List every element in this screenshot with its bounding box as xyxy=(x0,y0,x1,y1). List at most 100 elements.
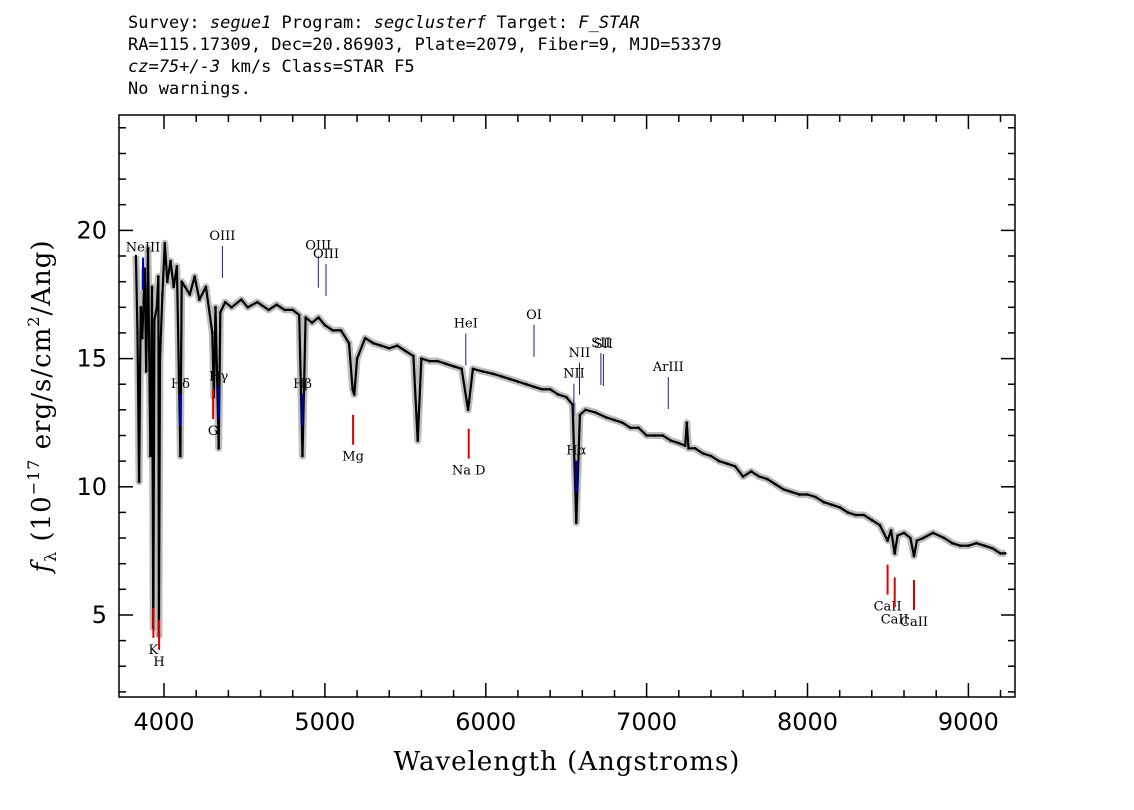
flux-segment xyxy=(416,357,423,442)
flux-segment xyxy=(524,383,536,388)
emission-line-14: SII xyxy=(594,337,613,387)
flux-segment xyxy=(481,370,495,376)
flux-segment xyxy=(983,544,994,550)
flux-segment xyxy=(388,344,399,350)
absorption-line-3: Mg xyxy=(342,414,364,465)
flux-segment xyxy=(621,421,632,429)
absorption-line-label: CaII xyxy=(900,615,928,630)
x-tick-label: 6000 xyxy=(455,708,516,736)
flux-segment xyxy=(152,319,156,629)
flux-segment xyxy=(153,306,158,322)
program-value: segclusterf xyxy=(373,13,487,33)
emission-line-label: Hα xyxy=(566,444,586,459)
flux-segment xyxy=(301,316,307,458)
emission-line-label: Hδ xyxy=(171,377,190,392)
flux-segment xyxy=(508,378,520,383)
flux-series xyxy=(134,241,1007,637)
survey-label: Survey: xyxy=(128,13,210,33)
flux-segment xyxy=(163,242,169,283)
flux-segment xyxy=(790,490,801,496)
flux-segment xyxy=(224,301,233,309)
flux-segment xyxy=(219,301,227,314)
header-line-redshift: cz=75+/-3 km/s Class=STAR F5 xyxy=(128,56,722,78)
emission-line-label: OIII xyxy=(305,239,331,254)
flux-segment xyxy=(669,439,680,445)
flux-segment xyxy=(317,316,326,327)
flux-segment xyxy=(830,503,841,509)
flux-segment xyxy=(717,460,729,465)
flux-segment xyxy=(500,375,511,381)
flux-segment xyxy=(922,531,935,540)
absorption-line-label: Mg xyxy=(342,450,364,465)
flux-segment xyxy=(896,531,906,537)
flux-segment xyxy=(902,531,912,540)
flux-segment xyxy=(404,349,415,358)
flux-segment xyxy=(256,301,270,311)
flux-segment xyxy=(396,344,407,352)
flux-segment xyxy=(862,513,873,522)
y-tick-label: 20 xyxy=(76,216,107,244)
flux-segment xyxy=(709,454,721,463)
flux-segment xyxy=(291,308,301,317)
x-tick-label: 7000 xyxy=(616,708,677,736)
flux-segment xyxy=(838,506,849,514)
flux-segment xyxy=(565,395,574,406)
flux-segment xyxy=(814,495,825,504)
flux-segment xyxy=(893,534,899,555)
flux-segment xyxy=(750,470,761,478)
header-line-coordinates: RA=115.17309, Dec=20.86903, Plate=2079, … xyxy=(128,35,722,55)
flux-segment xyxy=(310,316,320,324)
absorption-line-label: Na D xyxy=(452,464,486,479)
emission-line-label: HeI xyxy=(454,317,478,332)
flux-segment xyxy=(915,536,925,542)
y-tick-label: 5 xyxy=(92,601,107,629)
emission-line-2: Hδ xyxy=(171,377,190,426)
flux-segment xyxy=(685,421,690,450)
spectral-line-markers: OIINeIIIHδHγOIIIHβOIIIOIIIHeIOINIIHαNIIS… xyxy=(126,229,928,670)
flux-segment xyxy=(557,393,568,399)
target-value: F_STAR xyxy=(578,13,640,33)
flux-segment xyxy=(339,329,351,345)
emission-line-label: SII xyxy=(594,337,613,352)
flux-segment xyxy=(356,337,367,360)
program-label: Program: xyxy=(271,13,374,33)
emission-line-12: NII xyxy=(569,346,590,395)
flux-segment xyxy=(460,367,470,411)
flux-segment xyxy=(183,285,191,296)
emission-line-9: OI xyxy=(526,308,542,357)
flux-segment xyxy=(637,426,648,437)
emission-line-3: Hγ xyxy=(209,369,228,419)
flux-segment xyxy=(353,357,359,396)
flux-segment xyxy=(380,344,391,350)
emission-line-label: OI xyxy=(526,308,542,323)
flux-segment xyxy=(452,365,463,370)
flux-segment xyxy=(412,354,419,442)
flux-segment xyxy=(584,408,597,414)
svg-text:fλ (10−17 erg/s/cm2/Ang): fλ (10−17 erg/s/cm2/Ang) xyxy=(24,239,60,574)
plot-frame xyxy=(118,114,1016,698)
flux-segment xyxy=(766,478,777,486)
flux-segment xyxy=(436,360,447,365)
flux-segment xyxy=(420,357,431,363)
flux-segment xyxy=(364,337,375,345)
x-axis-title: Wavelength (Angstroms) xyxy=(394,747,741,777)
flux-segment xyxy=(693,447,705,455)
emission-line-label: SII xyxy=(591,336,610,351)
flux-segment xyxy=(909,536,916,558)
flux-segment xyxy=(822,501,833,506)
flux-segment xyxy=(204,285,214,334)
flux-segment xyxy=(575,413,582,524)
emission-line-11: Hα xyxy=(566,444,587,493)
emission-line-10: NII xyxy=(563,367,585,416)
absorption-line-1: H xyxy=(153,619,165,670)
flux-segment xyxy=(492,372,503,378)
emission-line-5: Hβ xyxy=(293,377,312,426)
emission-line-6: OIII xyxy=(305,239,331,288)
target-label: Target: xyxy=(486,13,579,33)
emission-line-8: HeI xyxy=(454,317,478,366)
emission-line-7: OIII xyxy=(313,247,339,296)
flux-segment xyxy=(304,316,314,324)
x-tick-label: 8000 xyxy=(777,708,838,736)
flux-segment xyxy=(471,367,484,373)
flux-segment xyxy=(967,542,978,547)
